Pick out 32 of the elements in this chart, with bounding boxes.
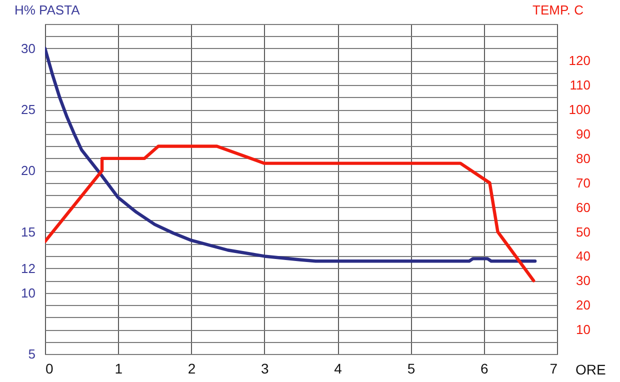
y-tick-label: 10 [21,285,36,300]
y2-tick-label: 30 [576,273,590,288]
y-axis-title: H% PASTA [14,2,80,18]
y2-tick-label: 80 [576,150,590,166]
y2-tick-label: 100 [568,102,590,118]
y2-tick-label: 40 [576,248,590,264]
y2-tick-label: 50 [576,224,590,240]
y2-tick-label: 10 [576,322,590,338]
x-tick-label: 3 [261,360,270,376]
y2-tick-label: 120 [568,53,590,68]
y2-tick-label: 110 [570,78,590,93]
x-tick-label: 4 [334,360,342,376]
y-tick-label: 25 [21,102,36,118]
y2-tick-label: 70 [576,175,590,190]
y2-tick-label: 60 [576,200,590,215]
y-tick-label: 12 [21,260,36,276]
y2-tick-label: 20 [576,298,590,313]
line-series [45,46,537,263]
x-tick-label: 2 [188,360,196,376]
y2-tick-label: 90 [576,126,590,142]
y2-axis-title: TEMP. C [532,2,584,18]
line-series [45,144,536,282]
x-tick-label: 0 [46,360,54,376]
x-axis-title: ORE [576,362,606,378]
x-tick-label: 1 [114,360,123,376]
x-tick-label: 6 [480,360,488,376]
y-tick-label: 30 [21,40,36,56]
y-tick-label: 20 [21,163,36,178]
y-tick-label: 5 [28,346,36,362]
y-tick-label: 15 [21,224,36,240]
x-tick-label: 5 [407,360,416,376]
x-tick-label: 7 [550,360,558,376]
